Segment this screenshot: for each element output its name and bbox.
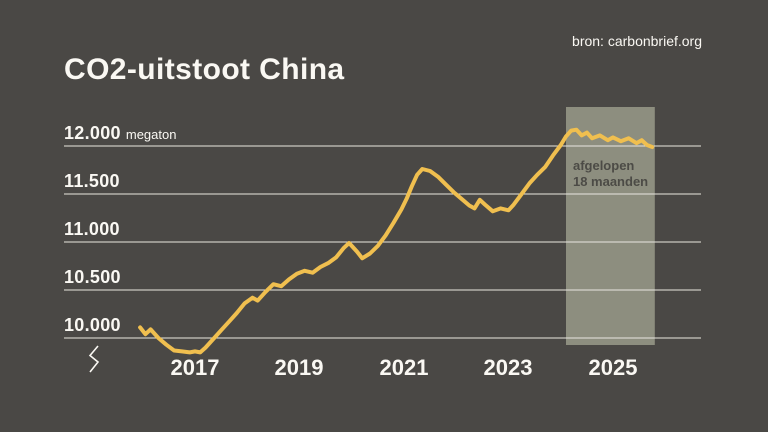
y-axis-unit-label: megaton (125, 127, 177, 142)
co2-emissions-line (138, 127, 655, 355)
y-axis-tick-12000: 12.000 megaton (64, 122, 176, 144)
source-attribution: bron: carbonbrief.org (572, 33, 702, 49)
axis-break-icon (88, 345, 100, 373)
x-axis-tick-2017: 2017 (170, 355, 220, 380)
y-axis-tick-10500: 10.500 (64, 266, 121, 288)
page-title: CO2-uitstoot China (64, 53, 345, 86)
y-axis-tick-11500: 11.500 (64, 170, 120, 192)
x-axis-tick-2019: 2019 (274, 355, 324, 380)
y-tick-label: 10.500 (64, 267, 121, 287)
x-axis-tick-2021: 2021 (379, 355, 429, 380)
y-tick-label: 12.000 (64, 123, 121, 143)
x-axis-tick-2025: 2025 (588, 355, 638, 380)
y-tick-label: 11.500 (64, 171, 120, 191)
y-axis-tick-10000: 10.000 (64, 314, 121, 336)
y-tick-label: 11.000 (64, 219, 120, 239)
highlight-region-last-18-months (566, 107, 655, 345)
highlight-region-label: afgelopen 18 maanden (572, 158, 649, 190)
y-tick-label: 10.000 (64, 315, 121, 335)
y-axis-tick-11000: 11.000 (64, 218, 120, 240)
x-axis-tick-2023: 2023 (483, 355, 533, 380)
